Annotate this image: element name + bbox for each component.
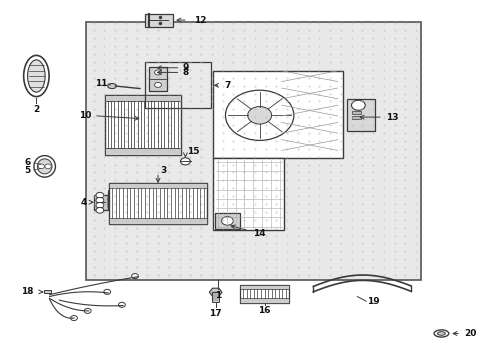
FancyBboxPatch shape [346,99,375,131]
Circle shape [71,316,77,320]
Text: 12: 12 [194,15,206,24]
Text: 10: 10 [79,111,91,120]
Ellipse shape [438,332,445,335]
Circle shape [45,164,51,169]
Text: 15: 15 [187,147,200,156]
Circle shape [84,309,91,314]
Bar [351,111,361,113]
Polygon shape [209,288,222,296]
Bar [145,14,173,27]
Circle shape [119,302,125,307]
Circle shape [132,274,139,279]
Circle shape [96,192,104,198]
Ellipse shape [24,55,49,96]
Ellipse shape [108,84,117,89]
Text: 18: 18 [22,287,34,296]
Circle shape [38,164,45,169]
Bar [149,67,167,91]
Bar [109,183,207,188]
Text: 1: 1 [215,291,221,300]
Text: 2: 2 [33,105,40,114]
Bar [86,22,421,280]
FancyBboxPatch shape [94,195,108,210]
Bar [240,298,289,303]
Text: 20: 20 [464,329,476,338]
Circle shape [221,217,233,225]
Text: 13: 13 [386,113,398,122]
FancyBboxPatch shape [215,213,240,229]
Circle shape [247,107,271,124]
Text: 9: 9 [183,63,189,72]
Bar [44,290,51,293]
Bar [145,62,211,108]
Circle shape [96,197,104,203]
Text: 19: 19 [367,297,380,306]
Bar [105,95,180,155]
Bar [109,183,207,224]
Circle shape [155,82,161,87]
Text: 11: 11 [95,79,107,88]
Bar [213,71,343,158]
Text: 14: 14 [253,229,266,238]
Text: 16: 16 [258,306,271,315]
Bar [240,285,289,303]
Circle shape [225,90,294,140]
Ellipse shape [434,330,449,337]
Circle shape [104,289,111,294]
Bar [213,158,285,230]
Text: 5: 5 [24,166,31,175]
Text: 4: 4 [81,198,87,207]
Text: 6: 6 [24,158,31,167]
Circle shape [155,70,161,75]
Circle shape [96,202,104,208]
Ellipse shape [37,159,52,174]
Bar [105,148,180,155]
Text: 3: 3 [160,166,167,175]
Text: 8: 8 [183,68,189,77]
Ellipse shape [27,60,45,92]
Bar [105,95,180,101]
Bar [240,285,289,289]
Bar [212,292,219,302]
Circle shape [180,158,190,165]
Bar [109,218,207,224]
Ellipse shape [34,156,55,177]
Circle shape [351,100,365,110]
Text: 17: 17 [209,309,222,318]
Bar [351,116,361,119]
Text: 7: 7 [224,81,230,90]
Circle shape [96,207,104,213]
